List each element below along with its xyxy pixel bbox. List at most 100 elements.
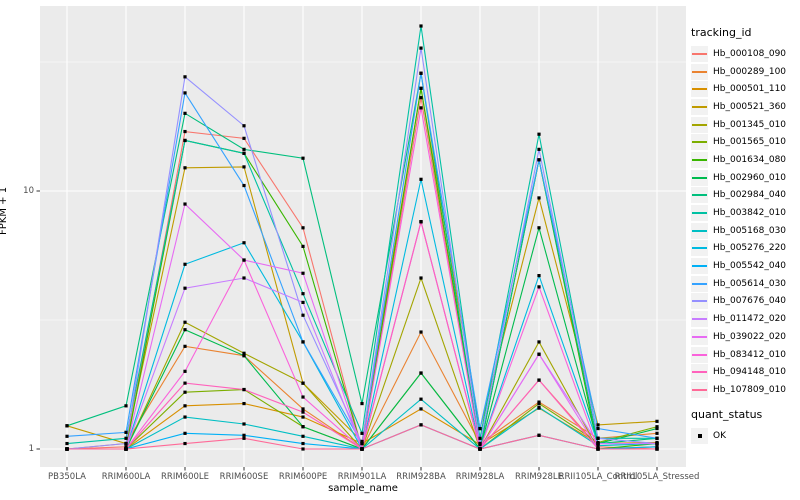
legend-label: Hb_011472_020 [713, 314, 787, 325]
data-point [596, 441, 600, 446]
quant-status-legend: quant_status OK [691, 408, 799, 445]
legend-item: Hb_083412_010 [691, 346, 799, 364]
x-tick-label: RRIM928BA [396, 472, 446, 482]
data-point [242, 433, 246, 437]
data-point [183, 166, 187, 170]
legend-item-ok: OK [691, 427, 799, 445]
data-point [419, 46, 423, 50]
data-point [301, 156, 305, 160]
data-point [419, 371, 423, 375]
data-point [478, 436, 482, 440]
legend-item: Hb_107809_010 [691, 381, 799, 399]
data-point [242, 422, 246, 426]
data-point [183, 441, 187, 446]
legend-item: Hb_001565_010 [691, 133, 799, 151]
data-point [242, 436, 246, 440]
x-tick-label: RRIM600LA [101, 472, 151, 482]
legend-label: Hb_039022_020 [713, 331, 787, 342]
legend-item: Hb_005542_040 [691, 257, 799, 275]
legend-key-swatch [691, 346, 708, 363]
legend-label: Hb_000501_110 [713, 84, 787, 95]
data-point [183, 381, 187, 385]
data-point [301, 441, 305, 446]
quant-status-title: quant_status [691, 407, 763, 421]
data-point [360, 441, 364, 446]
legend-label: Hb_000289_100 [713, 66, 787, 77]
data-point [183, 202, 187, 206]
legend-item: Hb_007676_040 [691, 293, 799, 311]
legend-item: Hb_000521_360 [691, 98, 799, 116]
legend-key-swatch [691, 151, 708, 168]
data-point [242, 258, 246, 262]
data-point [655, 445, 659, 449]
legend-label: Hb_003842_010 [713, 208, 787, 219]
data-point [596, 447, 600, 451]
legend-key-swatch [691, 98, 708, 115]
legend-key-swatch [691, 275, 708, 292]
legend-item: Hb_001345_010 [691, 116, 799, 134]
legend-item: Hb_005276_220 [691, 240, 799, 258]
legend-item: Hb_000108_090 [691, 45, 799, 63]
data-point [183, 129, 187, 134]
data-point [183, 344, 187, 348]
data-point [183, 404, 187, 408]
data-point [537, 378, 541, 382]
data-point [183, 262, 187, 266]
legend-item: Hb_005614_030 [691, 275, 799, 293]
data-point [242, 387, 246, 392]
data-point [419, 86, 423, 90]
data-point [183, 320, 187, 324]
x-tick-label: RRII105LA_Stressed [614, 472, 700, 482]
data-point [301, 410, 305, 414]
legend-key-swatch [691, 364, 708, 381]
data-point [419, 407, 423, 411]
legend-item: Hb_094148_010 [691, 363, 799, 381]
data-point [537, 132, 541, 136]
x-tick-label: RRIM901LA [337, 472, 387, 482]
data-point [124, 436, 128, 440]
legend-key-swatch [691, 293, 708, 310]
data-point [537, 401, 541, 406]
legend-item: Hb_001634_080 [691, 151, 799, 169]
data-point [655, 441, 659, 446]
data-point [242, 147, 246, 151]
data-point [242, 124, 246, 128]
data-point [183, 369, 187, 373]
legend-key-swatch [691, 258, 708, 275]
data-point [183, 138, 187, 143]
legend-label: Hb_005276_220 [713, 243, 787, 254]
data-point [596, 436, 600, 440]
legend-label: Hb_002960_010 [713, 172, 787, 183]
data-point [419, 330, 423, 334]
data-point [419, 96, 423, 100]
quant-status-label: OK [713, 430, 726, 441]
legend-label: Hb_001565_010 [713, 137, 787, 148]
x-tick-label: RRII105LA_Control [558, 472, 638, 482]
legend-item: Hb_000289_100 [691, 63, 799, 81]
data-point [419, 177, 423, 181]
data-point [655, 426, 659, 431]
data-point [537, 405, 541, 409]
legend-item: Hb_003842_010 [691, 204, 799, 222]
data-point [124, 441, 128, 446]
data-point [596, 426, 600, 431]
data-point [301, 244, 305, 248]
legend-key-swatch [691, 81, 708, 98]
legend-item: Hb_002984_040 [691, 187, 799, 205]
data-point [301, 271, 305, 275]
data-point [419, 423, 423, 427]
data-point [65, 434, 69, 438]
data-point [183, 431, 187, 435]
legend-label: Hb_007676_040 [713, 296, 787, 307]
legend-label: Hb_005614_030 [713, 278, 787, 289]
legend-label: Hb_094148_010 [713, 367, 787, 378]
data-point [301, 407, 305, 411]
data-point [301, 425, 305, 429]
data-point [65, 447, 69, 451]
legend-items: Hb_000108_090 Hb_000289_100 Hb_000501_110 H… [691, 45, 799, 399]
legend-title: tracking_id [691, 26, 752, 39]
data-point [301, 340, 305, 344]
data-point [242, 241, 246, 245]
legend-panel: tracking_id Hb_000108_090 Hb_000289_100 Hb… [691, 26, 799, 444]
